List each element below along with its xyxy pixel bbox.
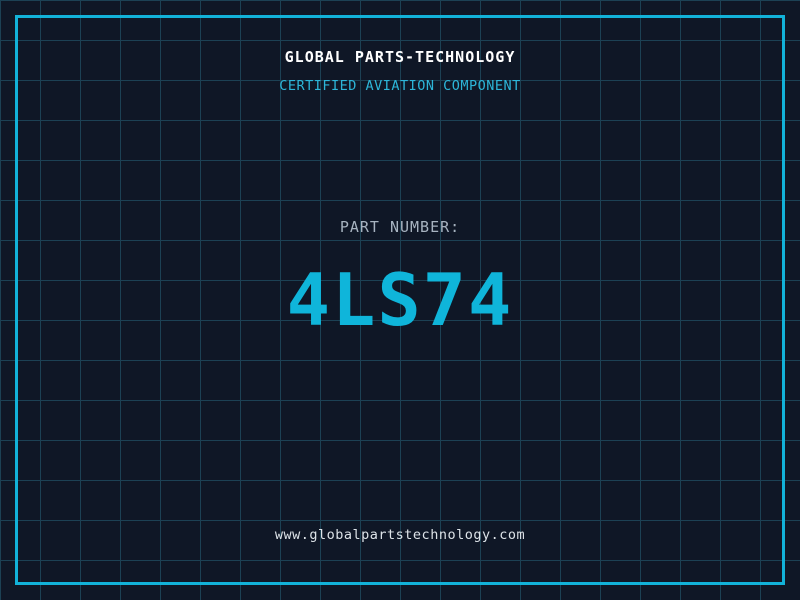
company-title: GLOBAL PARTS-TECHNOLOGY [284, 48, 516, 66]
part-number-label: PART NUMBER: [339, 218, 461, 236]
part-number-value: 4LS74 [286, 258, 514, 342]
website-url: www.globalpartstechnology.com [274, 527, 526, 543]
certification-subtitle: CERTIFIED AVIATION COMPONENT [279, 78, 521, 94]
